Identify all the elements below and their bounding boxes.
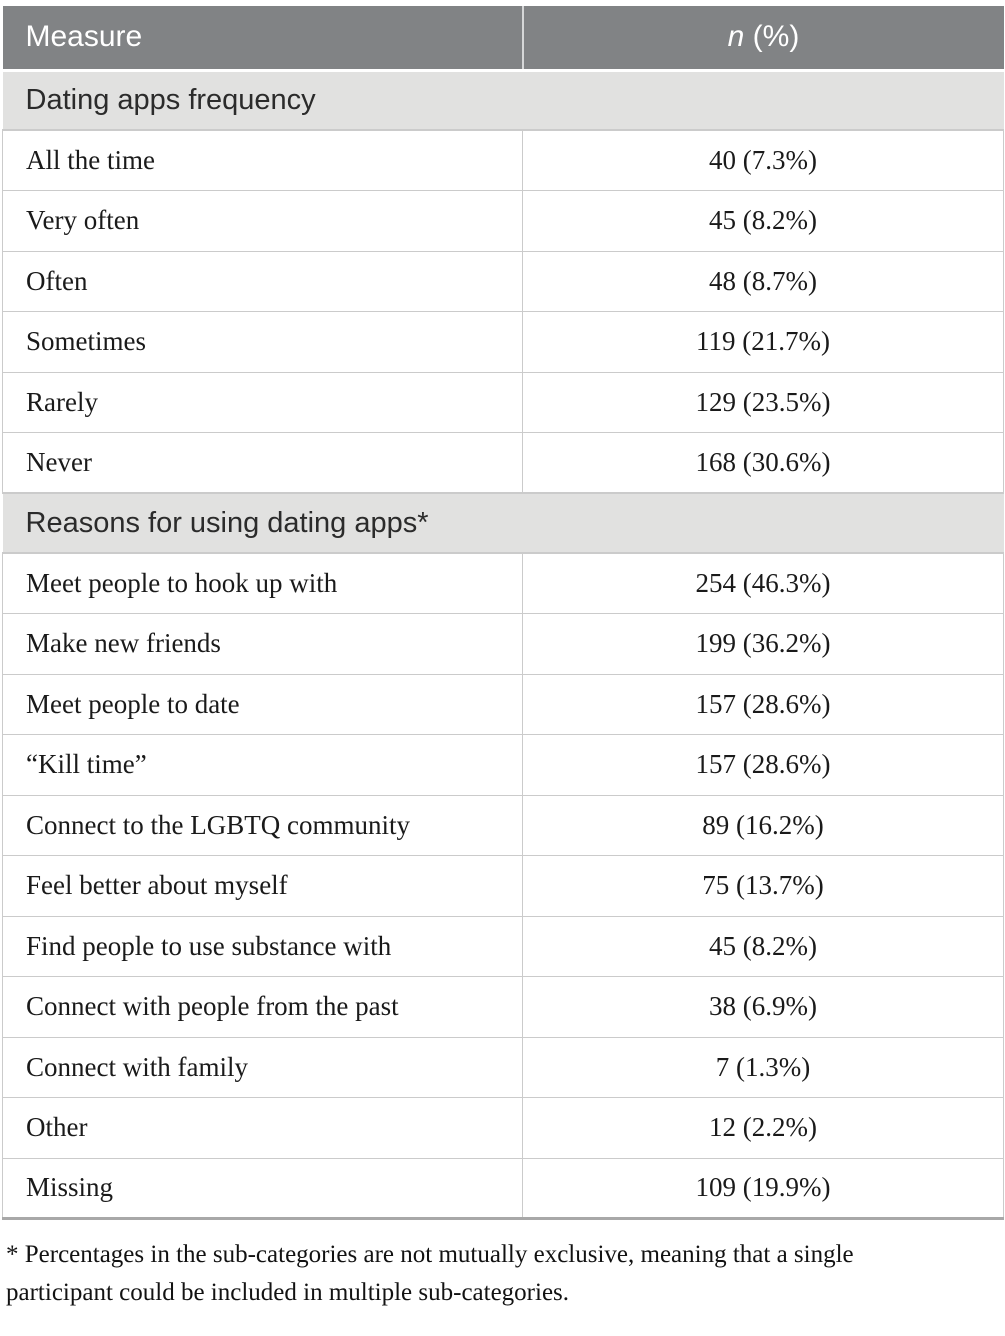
table-row: Feel better about myself 75 (13.7%) bbox=[2, 855, 1004, 917]
section-title: Reasons for using dating apps* bbox=[2, 492, 1004, 554]
column-header-measure: Measure bbox=[2, 6, 524, 72]
count-percent-cell: 45 (8.2%) bbox=[522, 190, 1004, 252]
count-percent-cell: 45 (8.2%) bbox=[522, 915, 1004, 977]
measure-cell: Meet people to hook up with bbox=[2, 552, 523, 614]
count-percent-cell: 48 (8.7%) bbox=[522, 250, 1004, 312]
dating-apps-table: Measure n (%) Dating apps frequency All t… bbox=[2, 6, 1004, 1220]
table-row: Often 48 (8.7%) bbox=[2, 250, 1004, 312]
measure-cell: Very often bbox=[2, 190, 523, 252]
count-percent-cell: 168 (30.6%) bbox=[522, 432, 1004, 494]
section-header-row: Reasons for using dating apps* bbox=[2, 492, 1004, 554]
table-body: Dating apps frequency All the time 40 (7.3… bbox=[2, 69, 1004, 1219]
count-percent-cell: 12 (2.2%) bbox=[522, 1097, 1004, 1159]
column-header-n-percent: n (%) bbox=[522, 6, 1004, 72]
measure-cell: Never bbox=[2, 432, 523, 494]
count-percent-cell: 38 (6.9%) bbox=[522, 976, 1004, 1038]
count-percent-cell: 119 (21.7%) bbox=[522, 311, 1004, 373]
measure-cell: Meet people to date bbox=[2, 673, 523, 735]
measure-cell: Make new friends bbox=[2, 613, 523, 675]
count-percent-cell: 254 (46.3%) bbox=[522, 552, 1004, 614]
measure-cell: Connect with people from the past bbox=[2, 976, 523, 1038]
table-row: Rarely 129 (23.5%) bbox=[2, 371, 1004, 433]
table-row: Very often 45 (8.2%) bbox=[2, 190, 1004, 252]
table-header-row: Measure n (%) bbox=[2, 6, 1004, 72]
table-row: Make new friends 199 (36.2%) bbox=[2, 613, 1004, 675]
measure-cell: Rarely bbox=[2, 371, 523, 433]
measure-cell: Feel better about myself bbox=[2, 855, 523, 917]
measure-cell: Connect with family bbox=[2, 1036, 523, 1098]
table-row: Other 12 (2.2%) bbox=[2, 1097, 1004, 1159]
table-row: “Kill time” 157 (28.6%) bbox=[2, 734, 1004, 796]
table-row: Missing 109 (19.9%) bbox=[2, 1157, 1004, 1219]
table-row: Sometimes 119 (21.7%) bbox=[2, 311, 1004, 373]
count-percent-cell: 109 (19.9%) bbox=[522, 1157, 1004, 1219]
section-title: Dating apps frequency bbox=[2, 69, 1004, 131]
measure-cell: Other bbox=[2, 1097, 523, 1159]
count-percent-cell: 129 (23.5%) bbox=[522, 371, 1004, 433]
table-row: All the time 40 (7.3%) bbox=[2, 129, 1004, 191]
measure-cell: Sometimes bbox=[2, 311, 523, 373]
table-row: Find people to use substance with 45 (8.2… bbox=[2, 915, 1004, 977]
table-row: Meet people to hook up with 254 (46.3%) bbox=[2, 552, 1004, 614]
table-row: Connect with people from the past 38 (6.9… bbox=[2, 976, 1004, 1038]
table-row: Connect to the LGBTQ community 89 (16.2%) bbox=[2, 794, 1004, 856]
measure-cell: All the time bbox=[2, 129, 523, 191]
count-percent-cell: 157 (28.6%) bbox=[522, 734, 1004, 796]
count-percent-cell: 89 (16.2%) bbox=[522, 794, 1004, 856]
measure-cell: Find people to use substance with bbox=[2, 915, 523, 977]
percent-label: (%) bbox=[744, 20, 800, 54]
measure-cell: Connect to the LGBTQ community bbox=[2, 794, 523, 856]
n-italic-label: n bbox=[727, 20, 745, 54]
table-row: Never 168 (30.6%) bbox=[2, 432, 1004, 494]
count-percent-cell: 40 (7.3%) bbox=[522, 129, 1004, 191]
section-header-row: Dating apps frequency bbox=[2, 69, 1004, 131]
count-percent-cell: 157 (28.6%) bbox=[522, 673, 1004, 735]
measure-cell: “Kill time” bbox=[2, 734, 523, 796]
table-row: Meet people to date 157 (28.6%) bbox=[2, 673, 1004, 735]
count-percent-cell: 199 (36.2%) bbox=[522, 613, 1004, 675]
table-row: Connect with family 7 (1.3%) bbox=[2, 1036, 1004, 1098]
measure-cell: Often bbox=[2, 250, 523, 312]
count-percent-cell: 7 (1.3%) bbox=[522, 1036, 1004, 1098]
table-footnote: * Percentages in the sub-categories are … bbox=[6, 1241, 854, 1306]
measure-cell: Missing bbox=[2, 1157, 523, 1219]
count-percent-cell: 75 (13.7%) bbox=[522, 855, 1004, 917]
